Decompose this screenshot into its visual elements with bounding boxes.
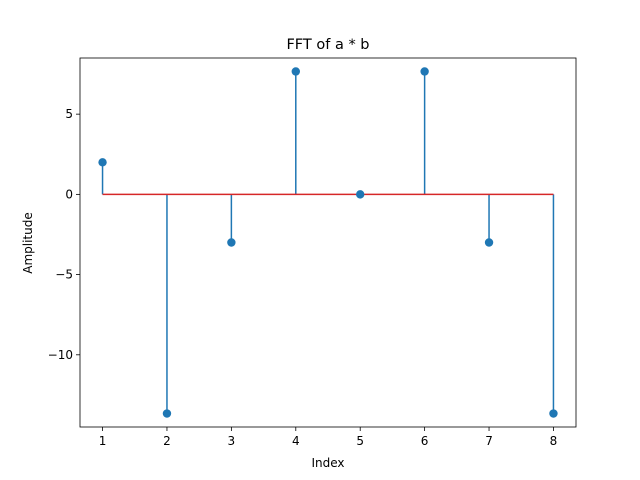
- y-tick-label: −10: [48, 348, 73, 362]
- x-axis-ticks: 1 2 3 4 5 6 7 8: [99, 427, 558, 448]
- stem-marker: [227, 238, 236, 247]
- stem-marker: [162, 409, 172, 418]
- x-tick-label: 7: [485, 434, 493, 448]
- x-tick-label: 8: [550, 434, 558, 448]
- stem-marker: [356, 190, 365, 199]
- stem-marker: [98, 158, 107, 167]
- plot-area-frame: [79, 57, 577, 428]
- x-tick-label: 2: [163, 434, 171, 448]
- x-tick-label: 1: [99, 434, 107, 448]
- x-tick-label: 4: [292, 434, 300, 448]
- stem-marker: [549, 409, 558, 418]
- x-tick-label: 6: [421, 434, 429, 448]
- x-tick-label: 5: [356, 434, 364, 448]
- x-tick-label: 3: [228, 434, 236, 448]
- y-axis-ticks: 5 0 −5 −10: [48, 107, 80, 362]
- y-tick-label: −5: [55, 268, 73, 282]
- stem-markers: [98, 67, 558, 418]
- y-tick-label: 0: [65, 187, 73, 201]
- x-axis-label: Index: [311, 456, 344, 470]
- stem-lines: [101, 71, 555, 414]
- chart-title: FFT of a * b: [286, 37, 369, 53]
- stem-marker: [291, 67, 300, 76]
- stem-marker: [484, 238, 494, 247]
- y-tick-label: 5: [65, 107, 73, 121]
- stem-marker: [420, 67, 429, 76]
- y-axis-label: Amplitude: [21, 212, 35, 274]
